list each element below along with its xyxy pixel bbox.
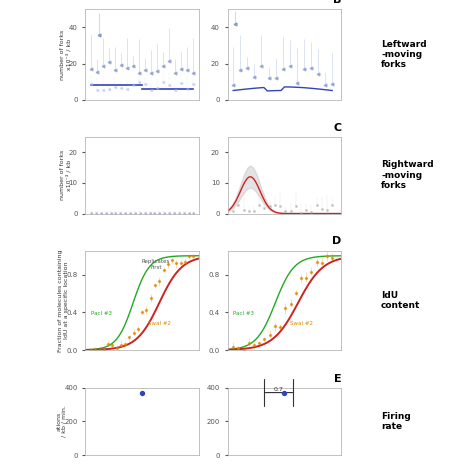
Text: PacI #3: PacI #3 bbox=[91, 311, 112, 316]
Text: B: B bbox=[333, 0, 341, 5]
Text: PacI #3: PacI #3 bbox=[233, 311, 254, 316]
Text: Replicates
First: Replicates First bbox=[142, 259, 170, 270]
Text: Firing
rate: Firing rate bbox=[381, 411, 411, 431]
Text: SwaI #2: SwaI #2 bbox=[148, 321, 171, 326]
Text: 0.7: 0.7 bbox=[274, 387, 283, 392]
Text: E: E bbox=[334, 374, 341, 384]
Text: Leftward
-moving
forks: Leftward -moving forks bbox=[381, 40, 427, 69]
Point bbox=[281, 389, 288, 396]
Text: SwaI #2: SwaI #2 bbox=[290, 321, 313, 326]
Y-axis label: Fraction of molecules containing
IdU at a specific location: Fraction of molecules containing IdU at … bbox=[58, 249, 69, 352]
Text: Rightward
-moving
forks: Rightward -moving forks bbox=[381, 160, 434, 190]
Text: IdU
content: IdU content bbox=[381, 291, 420, 310]
Y-axis label: ations
/ kb / min.: ations / kb / min. bbox=[56, 405, 67, 437]
Y-axis label: number of forks
x10⁻³ / kb: number of forks x10⁻³ / kb bbox=[60, 150, 72, 201]
Text: C: C bbox=[333, 123, 341, 133]
Point bbox=[138, 389, 146, 396]
Text: D: D bbox=[332, 236, 341, 246]
Y-axis label: number of forks
x10⁻³ / kb: number of forks x10⁻³ / kb bbox=[60, 29, 72, 80]
